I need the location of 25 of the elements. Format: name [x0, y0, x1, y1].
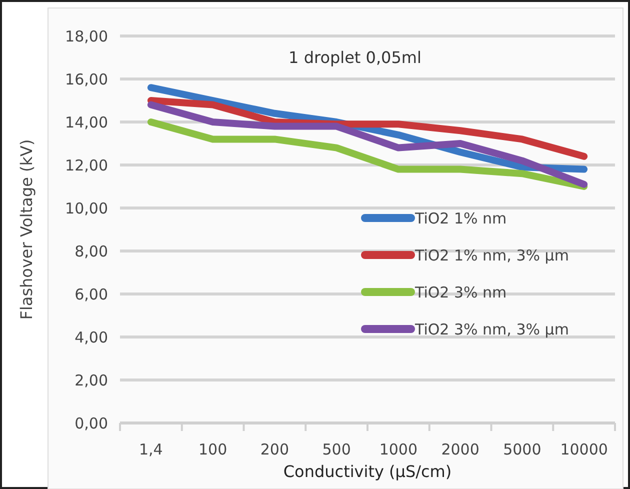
legend-label: TiO2 1% nm, 3% µm	[414, 246, 569, 264]
y-tick-label: 18,00	[65, 27, 108, 46]
y-tick-label: 0,00	[74, 414, 108, 432]
legend-label: TiO2 1% nm	[414, 209, 507, 228]
y-tick-label: 2,00	[74, 371, 108, 390]
y-axis-title: Flashover Voltage (kV)	[17, 139, 36, 320]
y-tick-label: 8,00	[74, 242, 108, 260]
y-tick-label: 14,00	[65, 113, 108, 132]
legend-label: TiO2 3% nm, 3% µm	[414, 320, 569, 338]
x-tick-label: 1000	[379, 440, 418, 458]
y-tick-label: 4,00	[74, 328, 108, 346]
x-tick-label: 100	[198, 440, 228, 458]
y-tick-label: 16,00	[65, 70, 108, 88]
y-tick-label: 6,00	[74, 285, 108, 304]
x-tick-label: 5000	[503, 440, 542, 458]
y-tick-label: 10,00	[65, 199, 108, 218]
x-tick-label: 500	[322, 440, 351, 458]
x-axis-title: Conductivity (µS/cm)	[283, 462, 452, 481]
x-tick-label: 1,4	[139, 440, 163, 458]
x-tick-label: 200	[260, 440, 290, 458]
x-tick-label: 10000	[560, 440, 608, 458]
legend-label: TiO2 3% nm	[414, 283, 507, 302]
y-tick-label: 12,00	[65, 156, 108, 174]
text: 1 droplet 0,05ml	[288, 48, 422, 68]
x-tick-label: 2000	[441, 440, 480, 458]
